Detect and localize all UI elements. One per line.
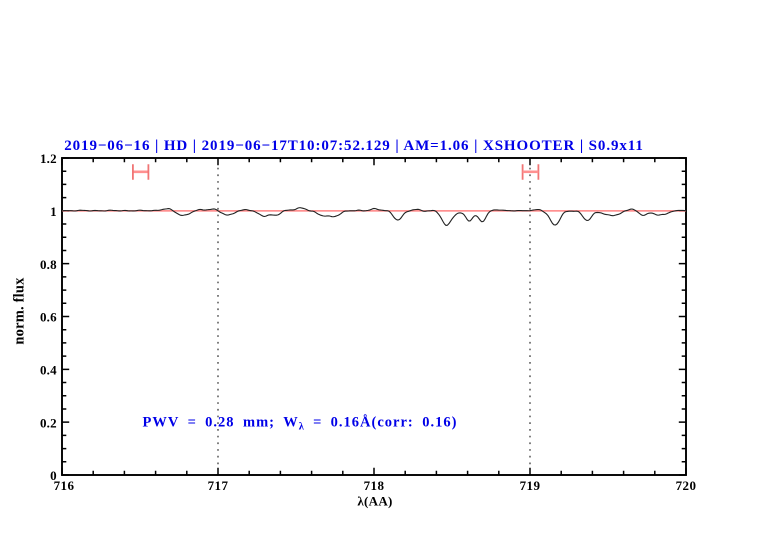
svg-text:0.6: 0.6 bbox=[40, 310, 57, 325]
svg-text:norm. flux: norm. flux bbox=[12, 277, 28, 345]
svg-text:720: 720 bbox=[676, 478, 697, 493]
svg-text:0.4: 0.4 bbox=[40, 362, 57, 377]
svg-text:0.8: 0.8 bbox=[40, 257, 57, 272]
svg-text:0.2: 0.2 bbox=[40, 415, 57, 430]
svg-text:719: 719 bbox=[520, 478, 541, 493]
svg-text:716: 716 bbox=[54, 478, 75, 493]
svg-text:0: 0 bbox=[50, 468, 57, 483]
svg-text:PWV = 0.28 mm; Wλ = 0.16Å(co: PWV = 0.28 mm; Wλ = 0.16Å(corr: 0.16) bbox=[143, 415, 458, 433]
svg-text:718: 718 bbox=[364, 478, 385, 493]
svg-text:λ(AA): λ(AA) bbox=[357, 494, 392, 509]
svg-text:717: 717 bbox=[208, 478, 229, 493]
svg-text:1: 1 bbox=[50, 204, 57, 219]
svg-text:1.2: 1.2 bbox=[40, 151, 57, 166]
svg-text:2019−06−16 | HD | 2019−06−17T1: 2019−06−16 | HD | 2019−06−17T10:07:52.12… bbox=[64, 138, 644, 154]
